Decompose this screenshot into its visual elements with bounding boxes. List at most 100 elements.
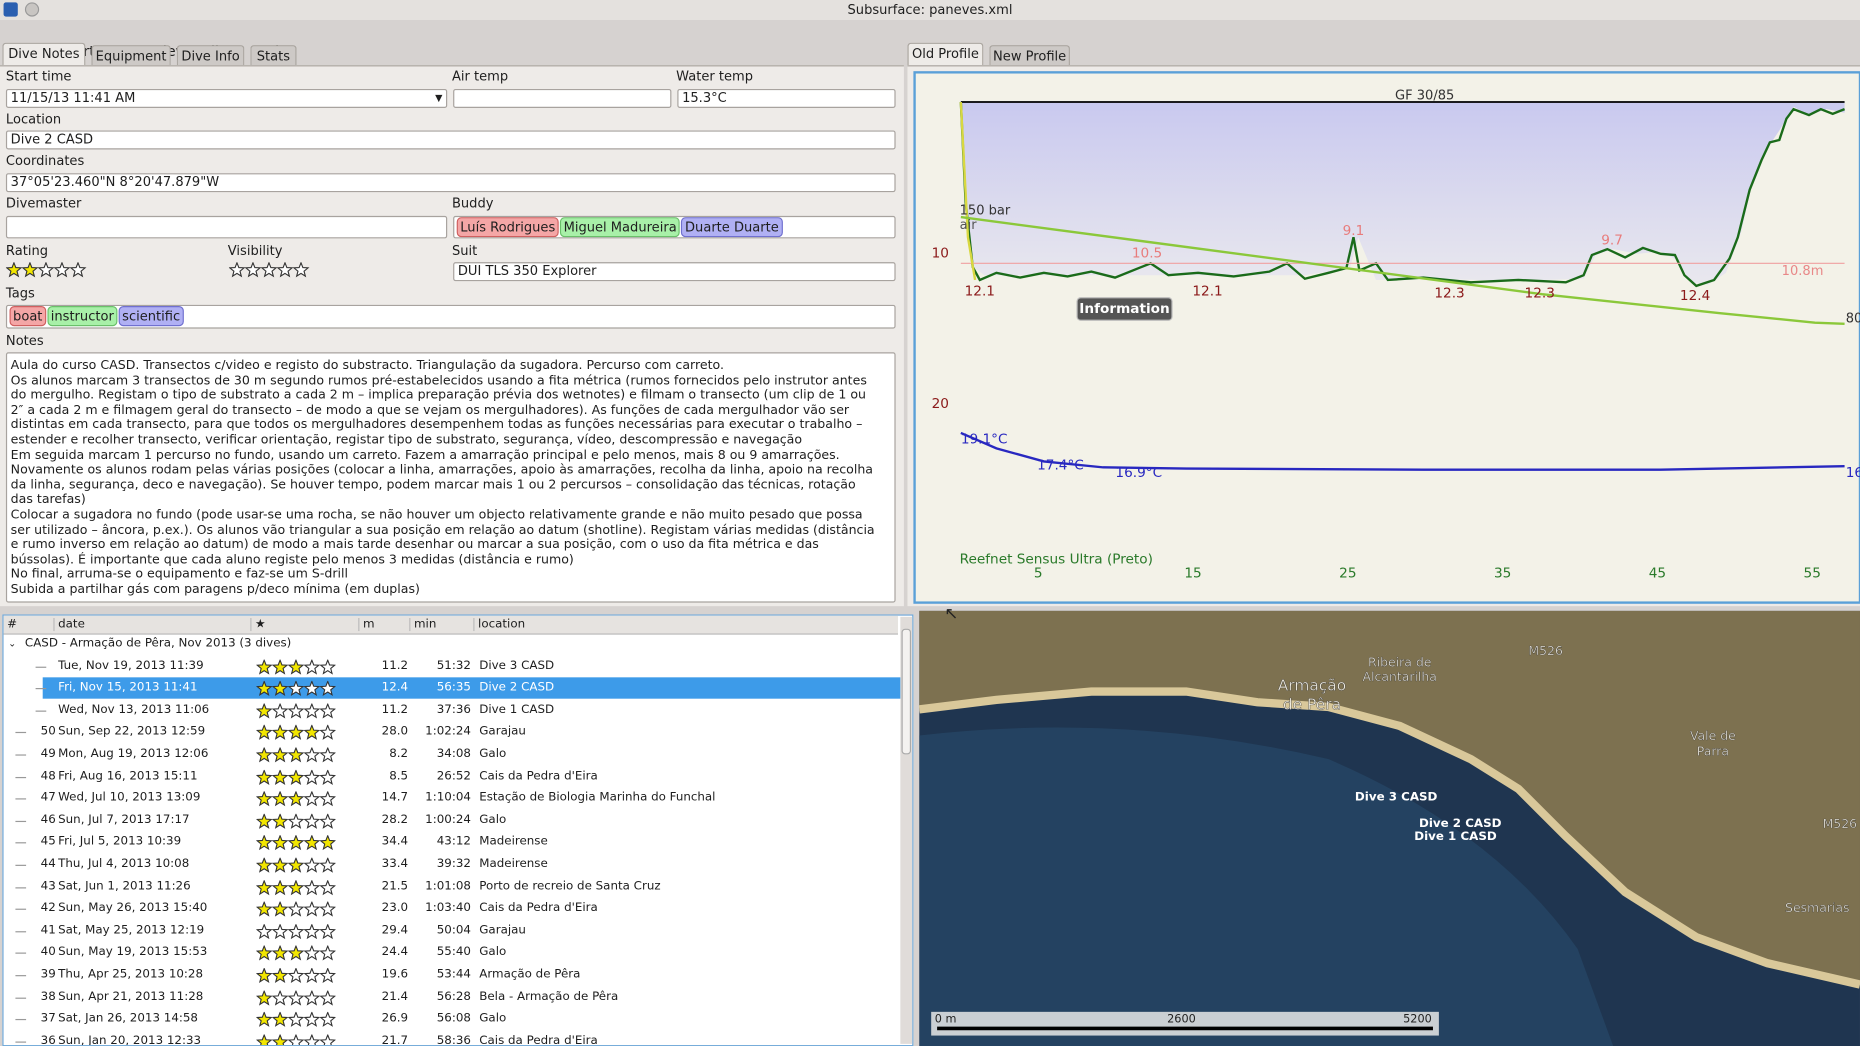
star [287, 812, 305, 829]
star [271, 768, 289, 785]
tab[interactable]: New Profile [989, 45, 1070, 66]
dive-row[interactable]: 37 Sat, Jan 26, 2013 14:58 26.9 56:08 Galo [4, 1009, 902, 1030]
start-time-field[interactable]: 11/15/13 11:41 AM ▼ [5, 88, 448, 108]
dive-row[interactable]: Fri, Nov 15, 2013 11:41 12.4 56:35 Dive 2 C… [35, 677, 902, 699]
dive-row[interactable]: 40 Sun, May 19, 2013 15:53 24.4 55:40 Galo [4, 942, 902, 963]
air-temp-field[interactable] [453, 88, 672, 108]
dive-row[interactable]: 39 Thu, Apr 25, 2013 10:28 19.6 53:44 Armaçã… [4, 964, 902, 985]
tab[interactable]: Dive Notes [2, 42, 86, 66]
coordinates-field[interactable]: 37°05'23.460"N 8°20'47.879"W [5, 173, 896, 193]
tab[interactable]: Dive Info [176, 45, 245, 66]
scrollbar[interactable] [900, 616, 913, 1044]
dive-row[interactable]: 46 Sun, Jul 7, 2013 17:17 28.2 1:00:24 Galo [4, 810, 902, 831]
dive-date: Wed, Nov 13, 2013 11:06 [58, 703, 210, 717]
star [287, 878, 305, 895]
max-depth: 24.4 [381, 945, 409, 959]
window-button[interactable] [24, 2, 40, 17]
star [303, 768, 321, 785]
map-place-label: Alcantarilha [1363, 669, 1437, 684]
scroll-thumb[interactable] [901, 628, 912, 755]
dive-row[interactable]: 44 Thu, Jul 4, 2013 10:08 33.4 39:32 Madeire… [4, 854, 902, 875]
column-header[interactable]: ★ [255, 618, 266, 632]
star [303, 702, 321, 719]
info-button-label[interactable]: Information [1079, 301, 1169, 317]
dive-row[interactable]: 50 Sun, Sep 22, 2013 12:59 28.0 1:02:24 Gara… [4, 722, 902, 743]
tree-line [15, 776, 27, 778]
star [255, 1033, 273, 1046]
trip-row[interactable]: ⌄ CASD - Armação de Pêra, Nov 2013 (3 div… [4, 633, 902, 654]
star [303, 812, 321, 829]
dive-row[interactable]: 38 Sun, Apr 21, 2013 11:28 21.4 56:28 Bela -… [4, 986, 902, 1007]
tab[interactable]: Equipment [91, 45, 171, 66]
dive-row[interactable]: 47 Wed, Jul 10, 2013 13:09 14.7 1:10:04 Esta… [4, 788, 902, 809]
star [319, 944, 337, 961]
dive-row[interactable]: 36 Sun, Jan 20, 2013 12:33 21.7 58:36 Cais d… [4, 1031, 902, 1046]
dive-row[interactable]: Tue, Nov 19, 2013 11:39 11.2 51:32 Dive 3 C… [4, 655, 902, 676]
buddy-field[interactable]: Luís Rodrigues Miguel Madureira Duarte Dua… [453, 215, 896, 239]
label: Start time [5, 68, 72, 85]
star [271, 878, 289, 895]
column-header[interactable]: location [478, 618, 526, 632]
stars [255, 658, 337, 675]
rating [255, 1011, 337, 1036]
star [319, 900, 337, 917]
column-header[interactable]: min [413, 618, 437, 632]
notes-field[interactable]: Aula do curso CASD. Transectos c/video e… [5, 352, 896, 603]
stars [255, 702, 337, 719]
dive-row[interactable]: 49 Mon, Aug 19, 2013 12:06 8.2 34:08 Galo [4, 744, 902, 765]
dive-row[interactable]: Wed, Nov 13, 2013 11:06 11.2 37:36 Dive 1 C… [4, 700, 902, 721]
dive-number: 46 [40, 813, 56, 827]
duration: 26:52 [436, 769, 471, 783]
column-header[interactable]: date [58, 618, 85, 632]
info-button[interactable] [1076, 297, 1173, 321]
star [303, 790, 321, 807]
scale-label: 2600 [1167, 1013, 1196, 1026]
star [271, 790, 289, 807]
label: Suit [451, 243, 478, 259]
max-depth: 11.2 [381, 659, 409, 673]
column-header[interactable]: # [7, 618, 18, 632]
dive-date: Tue, Nov 19, 2013 11:39 [58, 659, 204, 673]
star [255, 658, 273, 675]
dive-location: Porto de recreio de Santa Cruz [479, 879, 661, 893]
note-line: das tarefas) [10, 492, 86, 507]
temperature-label: 16 [1846, 465, 1860, 481]
dive-row[interactable]: 42 Sun, May 26, 2013 15:40 23.0 1:03:40 Cais… [4, 898, 902, 919]
divemaster-field[interactable] [5, 215, 448, 239]
star [255, 989, 273, 1006]
visibility-stars[interactable] [228, 261, 310, 282]
note-line: 2″ a cada 2 m e filmagem geral do transe… [10, 403, 850, 418]
tab[interactable]: Stats [250, 45, 297, 66]
tree-line [15, 842, 27, 844]
max-depth: 21.4 [381, 990, 409, 1004]
tags-field[interactable]: boat instructor scientific [5, 304, 896, 329]
max-depth: 28.2 [381, 813, 409, 827]
dive-row[interactable]: 45 Fri, Jul 5, 2013 10:39 34.4 43:12 Madeire… [4, 832, 902, 853]
tab[interactable]: Old Profile [907, 42, 984, 66]
column-divider [473, 618, 475, 632]
star [271, 812, 289, 829]
dive-row[interactable]: 41 Sat, May 25, 2013 12:19 29.4 50:04 Garaja… [4, 920, 902, 941]
rating [255, 900, 337, 926]
expander[interactable]: ⌄ [8, 638, 17, 649]
duration: 39:32 [436, 857, 471, 871]
dive-row[interactable]: 48 Fri, Aug 16, 2013 15:11 8.5 26:52 Cais da… [4, 766, 902, 787]
dive-date: Sat, Jan 26, 2013 14:58 [58, 1012, 198, 1026]
location-field[interactable]: Dive 2 CASD [5, 130, 896, 150]
star [319, 834, 337, 851]
rating-stars[interactable] [5, 261, 87, 282]
star [303, 1011, 321, 1028]
star [303, 989, 321, 1006]
temperature-label: 17.4°C [1037, 458, 1084, 474]
water-temp-field[interactable]: 15.3°C [677, 88, 896, 108]
tree-line [15, 930, 27, 933]
dive-date: Sun, Jan 20, 2013 12:33 [58, 1034, 202, 1046]
suit-field[interactable]: DUI TLS 350 Explorer [453, 262, 896, 282]
dive-row[interactable]: 43 Sat, Jun 1, 2013 11:26 21.5 1:01:08 Porto… [4, 876, 902, 897]
column-header[interactable]: m [362, 618, 375, 632]
depth-label: 9.7 [1601, 232, 1623, 248]
star [319, 967, 337, 984]
dive-location: Estação de Biologia Marinha do Funchal [479, 791, 716, 805]
duration: 50:04 [436, 923, 471, 937]
